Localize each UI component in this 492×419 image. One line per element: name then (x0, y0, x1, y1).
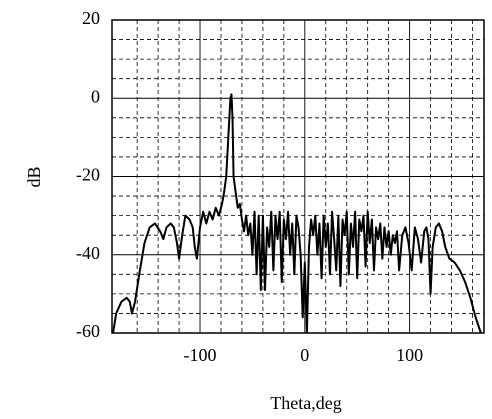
y-axis-label: dB (24, 166, 44, 187)
x-tick-label: 0 (300, 345, 309, 365)
plot-frame (111, 19, 485, 334)
y-tick-label: -40 (76, 243, 100, 263)
y-tick-label: -60 (76, 321, 100, 341)
y-tick-label: 0 (91, 86, 100, 106)
y-tick-label: 20 (82, 8, 100, 28)
x-tick-label: -100 (184, 345, 217, 365)
line-series (112, 93, 482, 333)
y-tick-label: -20 (76, 165, 100, 185)
x-tick-label: 100 (396, 345, 423, 365)
x-axis-label: Theta,deg (270, 393, 341, 413)
